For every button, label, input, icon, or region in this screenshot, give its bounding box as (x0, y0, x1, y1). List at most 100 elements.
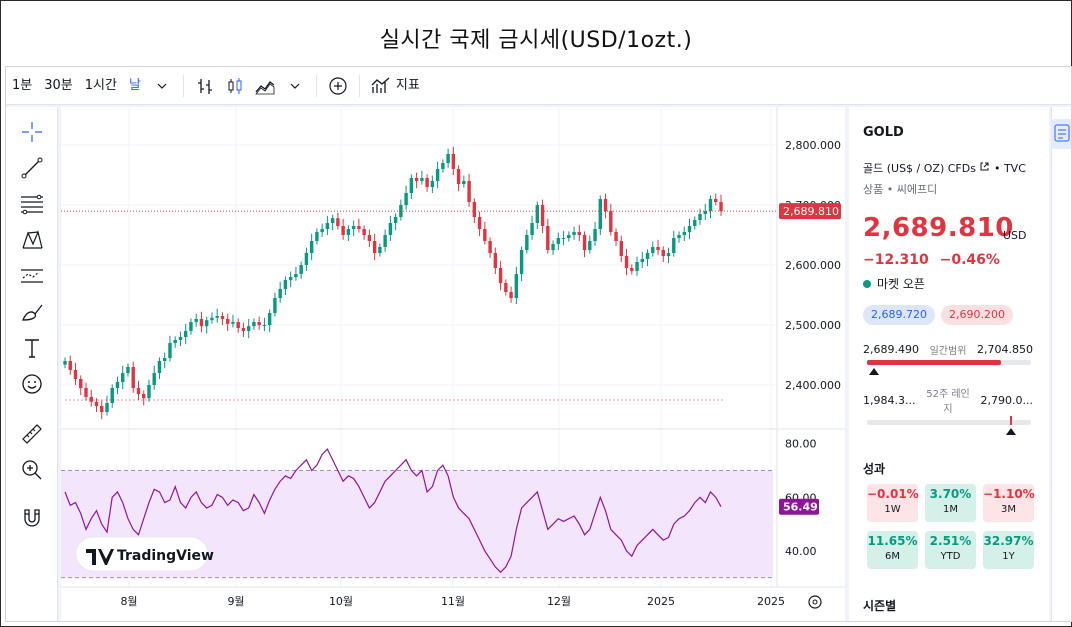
52w-current-marker (1009, 416, 1012, 425)
candle-body (73, 370, 78, 379)
candles (63, 146, 723, 420)
candle-body (315, 232, 319, 241)
candle-body (231, 322, 235, 324)
brush-icon[interactable] (17, 297, 47, 327)
interval-dropdown-icon[interactable] (147, 72, 177, 100)
candle-body (593, 229, 597, 241)
external-link-icon[interactable] (979, 162, 990, 175)
candle-body (493, 253, 498, 268)
crosshair-icon[interactable] (17, 117, 47, 147)
candle-body (204, 320, 209, 327)
candle-body (540, 205, 545, 226)
52w-range-row: 1,984.3... 52주 레인 지 2,790.0... (863, 385, 1033, 415)
candle-body (425, 178, 429, 187)
page-title: 실시간 국제 금시세(USD/1ozt.) (379, 28, 693, 53)
settings-gear-icon[interactable] (808, 595, 822, 609)
interval-1m[interactable]: 1분 (12, 77, 33, 93)
candle-body (640, 259, 644, 262)
toolbar-divider (358, 74, 360, 97)
candle-body (336, 218, 340, 226)
axes: 2,800.0002,700.0002,600.0002,500.0002,40… (120, 139, 841, 608)
candle-body (519, 250, 524, 274)
magnet-icon[interactable] (17, 503, 47, 533)
watchlist-tab[interactable] (1051, 119, 1071, 149)
market-status: 마켓 오픈 (863, 275, 925, 292)
candle-body (105, 403, 109, 412)
watermark-text: TradingView (117, 548, 214, 564)
candle-body (498, 268, 503, 283)
candle-body (682, 232, 686, 235)
interval-30m[interactable]: 30분 (44, 77, 73, 93)
candle-body (194, 319, 198, 322)
candles-chart-type-icon[interactable] (220, 72, 250, 100)
day-range-row: 2,689.490 일간범위 2,704.850 (863, 342, 1033, 357)
text-tool-icon[interactable] (17, 333, 47, 363)
chart-type-dropdown-icon[interactable] (280, 72, 310, 100)
area-chart-type-icon[interactable] (250, 72, 280, 100)
price-tick-label: 2,500.000 (785, 319, 841, 332)
candle-body (645, 253, 650, 259)
candle-body (115, 382, 120, 388)
candle-body (121, 373, 125, 382)
candle-body (582, 235, 587, 250)
52w-label-line1: 52주 레인 (926, 389, 970, 400)
rsi-tick-label: 40.00 (785, 545, 817, 558)
price-tick-label: 2,400.000 (785, 379, 841, 392)
performance-tile-ytd[interactable]: 2.51% YTD (925, 531, 976, 569)
price-tick-label: 2,800.000 (785, 139, 841, 152)
candle-body (514, 274, 519, 298)
performance-tile-1y[interactable]: 32.97% 1Y (983, 531, 1034, 569)
performance-tile-1m[interactable]: 3.70% 1M (925, 484, 976, 522)
prediction-tool-icon[interactable] (17, 261, 47, 291)
candle-body (509, 292, 513, 298)
bid-price: 2,689.720 (863, 305, 935, 325)
performance-tile-6m[interactable]: 11.65% 6M (867, 531, 918, 569)
watchlist-icon[interactable] (1054, 124, 1072, 144)
candle-body (189, 322, 193, 331)
bar-chart-type-icon[interactable] (190, 72, 220, 100)
candle-body (309, 241, 314, 253)
chart-area[interactable]: 2,800.0002,700.0002,600.0002,500.0002,40… (61, 107, 845, 621)
interval-day[interactable]: 날 (128, 77, 141, 93)
performance-value: −0.01% (867, 487, 919, 501)
symbol-name[interactable]: GOLD (863, 125, 904, 140)
candle-body (367, 235, 372, 241)
chart-lines (61, 210, 777, 574)
candle-body (483, 229, 487, 241)
trend-line-icon[interactable] (17, 153, 47, 183)
candle-body (556, 238, 561, 244)
performance-title: 성과 (863, 462, 886, 476)
candle-body (567, 235, 571, 238)
zoom-in-icon[interactable] (17, 455, 47, 485)
indicators-button[interactable]: 지표 (395, 77, 420, 93)
performance-tile-3m[interactable]: −1.10% 3M (983, 484, 1035, 522)
candle-body (288, 277, 293, 280)
candle-body (89, 397, 93, 402)
day-low: 2,689.490 (863, 343, 919, 356)
52w-low: 1,984.3... (863, 393, 916, 407)
ruler-icon[interactable] (17, 419, 47, 449)
candle-body (598, 199, 603, 229)
candle-body (131, 367, 135, 388)
price-chart[interactable]: 2,800.0002,700.0002,600.0002,500.0002,40… (61, 107, 845, 621)
fib-retracement-icon[interactable] (17, 189, 47, 219)
performance-period: 1Y (1002, 551, 1015, 562)
52w-marker-icon (1005, 428, 1016, 435)
candle-body (183, 331, 188, 337)
pattern-tool-icon[interactable] (17, 225, 47, 255)
emoji-icon[interactable] (17, 369, 47, 399)
performance-tile-1w[interactable]: −0.01% 1W (867, 484, 919, 522)
candle-body (299, 265, 303, 274)
performance-period: YTD (940, 551, 961, 562)
candle-body (677, 235, 681, 238)
indicators-icon[interactable] (366, 72, 396, 100)
compare-plus-icon[interactable] (323, 72, 353, 100)
candle-body (273, 298, 277, 313)
candle-body (651, 247, 655, 253)
candle-body (63, 361, 67, 365)
candle-body (330, 218, 335, 223)
symbol-source: TVC (1003, 162, 1026, 175)
time-tick-label: 12월 (547, 595, 571, 608)
interval-1h[interactable]: 1시간 (84, 77, 117, 93)
time-tick-label: 9월 (227, 595, 244, 608)
